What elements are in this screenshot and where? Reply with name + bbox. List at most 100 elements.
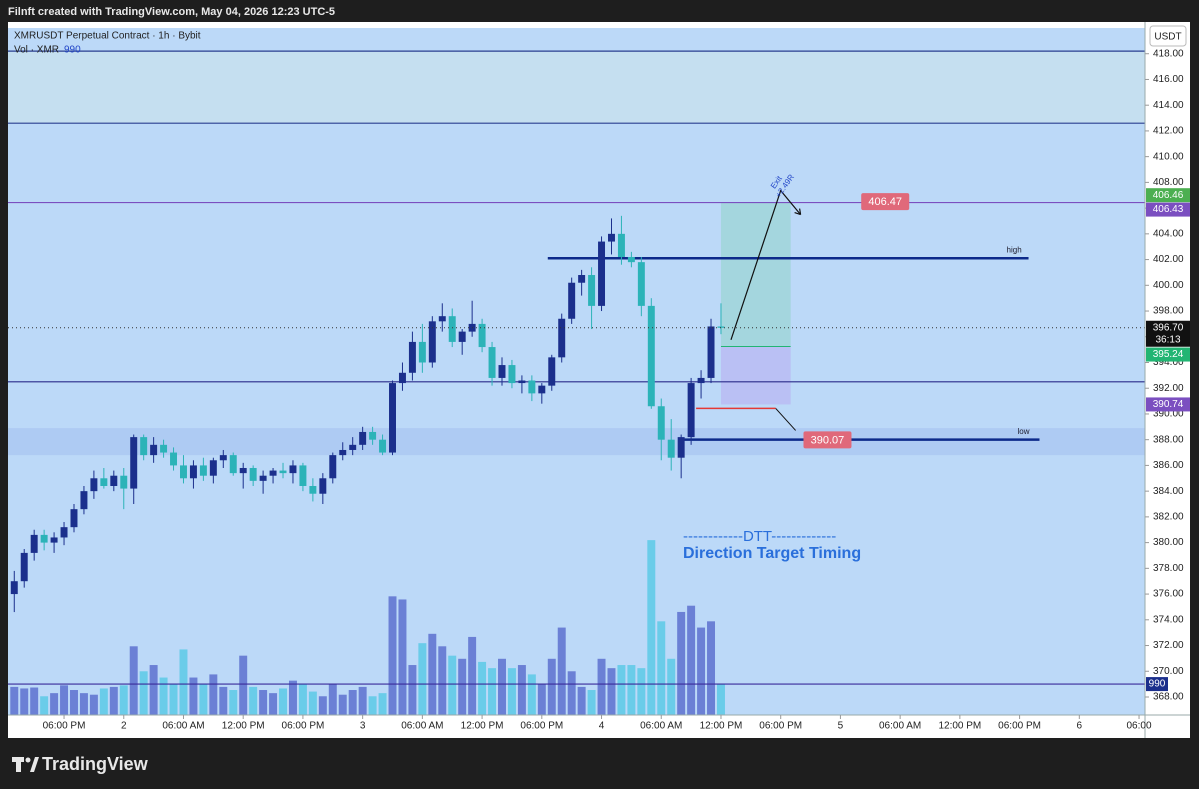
- x-tick-label: 06:00 PM: [282, 721, 325, 732]
- volume-tag: [1146, 677, 1168, 692]
- volume-bar: [259, 690, 268, 715]
- candle-body: [329, 455, 337, 479]
- volume-bar: [448, 655, 457, 715]
- volume-bar: [398, 599, 407, 715]
- volume-bar: [60, 685, 69, 715]
- x-tick-label: 06:00 PM: [43, 721, 86, 732]
- candle-body: [249, 467, 257, 481]
- candle-body: [120, 475, 128, 489]
- candle-body: [90, 478, 98, 492]
- volume-bar: [388, 596, 397, 715]
- candle-body: [528, 380, 536, 394]
- y-tick-label: 402.00: [1153, 254, 1184, 265]
- candle-body: [428, 321, 436, 363]
- candle-body: [30, 534, 38, 553]
- volume-bar: [169, 683, 178, 715]
- volume-bar: [308, 691, 317, 715]
- x-tick-label: 06:00 AM: [879, 721, 921, 732]
- candle-body: [189, 465, 197, 479]
- candle-body: [667, 439, 675, 458]
- x-tick-label: 06:00 AM: [162, 721, 204, 732]
- volume-bar: [239, 655, 248, 715]
- y-tick-label: 416.00: [1153, 74, 1184, 85]
- volume-bar: [607, 668, 616, 715]
- volume-bar: [408, 665, 417, 715]
- candle-body: [647, 305, 655, 407]
- volume-bar: [507, 668, 516, 715]
- candle-body: [379, 439, 387, 453]
- price-tag: [1146, 320, 1190, 347]
- symbol: XMRUSDT Perpetual Contract · 1h · Bybit: [14, 31, 201, 42]
- volume-bar: [149, 665, 158, 715]
- candle-body: [359, 431, 367, 445]
- candle-body: [538, 385, 546, 394]
- x-tick-label: 06:00 PM: [759, 721, 802, 732]
- candle-body: [160, 444, 168, 453]
- volume-legend-value: 990: [64, 45, 81, 56]
- volume-bar: [418, 643, 427, 715]
- x-tick-label: 06:00 AM: [640, 721, 682, 732]
- candle-body: [20, 552, 28, 582]
- y-tick-label: 400.00: [1153, 280, 1184, 291]
- volume-bar: [647, 540, 656, 715]
- candle-body: [687, 383, 695, 438]
- volume-bar: [89, 694, 98, 715]
- volume-bar: [637, 668, 646, 715]
- currency: USDT: [1154, 32, 1181, 43]
- candle-body: [408, 341, 416, 373]
- trade-label: 406.47: [868, 196, 902, 208]
- candle-body: [179, 465, 187, 479]
- header: Filnft created with TradingView.com, May…: [8, 6, 335, 18]
- candle-body: [80, 491, 88, 510]
- candle-body: [707, 326, 715, 378]
- volume-bar: [288, 680, 297, 715]
- volume-bar: [79, 693, 88, 715]
- volume-bar: [378, 693, 387, 715]
- volume-bar: [707, 621, 716, 715]
- volume-bar: [229, 690, 238, 715]
- candle-body: [568, 282, 576, 319]
- volume-bar: [269, 693, 278, 715]
- y-tick-label: 398.00: [1153, 306, 1184, 317]
- volume-bar: [547, 658, 556, 715]
- volume-bar: [488, 668, 497, 715]
- y-tick-label: 386.00: [1153, 460, 1184, 471]
- volume-bar: [99, 688, 108, 715]
- volume-bar: [20, 688, 29, 715]
- x-tick-label: 5: [838, 721, 844, 732]
- volume-bar: [298, 683, 307, 715]
- price-tag: [1146, 202, 1190, 217]
- y-tick-label: 370.00: [1153, 666, 1184, 677]
- price-tag-label: 395.24: [1153, 349, 1184, 360]
- volume-bar: [527, 674, 536, 715]
- candle-body: [518, 380, 526, 384]
- volume-bar: [468, 636, 477, 715]
- price-tag-label: 396.70: [1153, 322, 1184, 333]
- volume-bar: [139, 671, 148, 715]
- candle-body: [558, 318, 566, 358]
- candle-body: [448, 316, 456, 342]
- volume-bar: [537, 683, 546, 715]
- y-tick-label: 404.00: [1153, 228, 1184, 239]
- volume-bar: [348, 690, 357, 715]
- candle-body: [269, 470, 277, 476]
- level-label: high: [1007, 245, 1022, 254]
- countdown: 36:13: [1155, 334, 1180, 345]
- candle-body: [418, 341, 426, 363]
- candle-body: [717, 326, 725, 328]
- volume-tag-label: 990: [1149, 679, 1166, 690]
- y-tick-label: 408.00: [1153, 177, 1184, 188]
- volume-bar: [70, 690, 78, 715]
- y-tick-label: 376.00: [1153, 589, 1184, 600]
- candle-body: [598, 241, 606, 306]
- volume-bar: [458, 658, 467, 715]
- volume-bar: [667, 658, 676, 715]
- volume-bar: [368, 696, 377, 715]
- x-tick-label: 06:00 PM: [520, 721, 563, 732]
- candle-body: [617, 233, 625, 257]
- candle-body: [289, 465, 297, 474]
- y-tick-label: 412.00: [1153, 126, 1184, 137]
- dtt-line: ------------DTT-------------: [683, 528, 836, 545]
- volume-bar: [199, 683, 208, 715]
- candle-body: [389, 383, 396, 453]
